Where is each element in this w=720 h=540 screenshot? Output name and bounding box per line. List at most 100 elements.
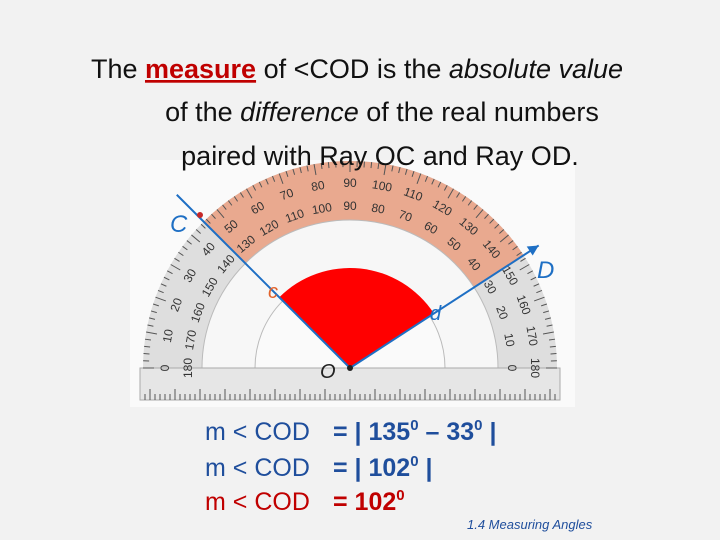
tick [447,188,454,199]
text: of <COD is the [256,54,449,84]
tick [475,209,484,219]
outer-scale-label: 60 [248,198,267,217]
tick [152,303,159,307]
tick [494,223,500,229]
tick [155,296,166,302]
text: – 33 [419,418,475,446]
tick [467,200,473,206]
tick [548,338,556,341]
inner-scale-label: 80 [370,201,386,217]
tick [416,173,422,184]
tick [398,167,401,174]
inner-scale-label: 110 [283,206,306,226]
tick [265,178,269,185]
outer-scale-label: 100 [371,177,393,194]
inner-scale-label: 170 [182,329,199,351]
tick [174,257,180,262]
tick [370,162,373,169]
outer-scale-label: 0 [158,364,172,371]
superscript: 0 [410,417,418,434]
tick [424,175,429,182]
tick [499,234,509,243]
tick [191,234,201,243]
tick [542,331,554,335]
equations: m < COD = | 1350 – 330 |m < COD = | 1020 |… [205,417,496,516]
tick [512,245,518,251]
tick [246,188,253,199]
point-label: C [170,211,188,238]
tick [178,251,184,257]
point [197,212,203,218]
tick [404,168,408,175]
inner-scale-label: 70 [397,207,415,225]
tick [163,276,170,281]
inner-scale-label: 0 [505,365,519,372]
tick [166,270,173,275]
text: | [419,454,433,482]
tick [211,213,216,219]
tick [299,167,302,174]
outer-scale-label: 110 [402,184,425,204]
tick [530,276,537,281]
inner-scale-label: 10 [501,332,517,348]
text: The [91,54,145,84]
inner-scale-label: 20 [493,304,511,322]
tick [271,175,276,182]
tick [200,223,206,229]
tick [233,196,239,202]
tick [391,165,394,172]
tick [520,257,526,262]
tick [519,264,530,271]
tick [473,204,478,210]
highlight-band [203,161,524,288]
text: = 102 [333,488,396,516]
ray-oc [176,194,351,369]
tick [195,229,201,234]
tick [516,251,522,257]
equation-rhs: = | 1020 | [333,453,433,482]
outer-scale-label: 180 [528,358,542,378]
tick [252,184,257,191]
tick [533,283,540,287]
tick [147,324,154,327]
tick [170,264,181,271]
tick [541,303,548,307]
inner-scale-label: 160 [188,301,208,325]
tick [534,296,545,302]
superscript: 0 [396,487,404,504]
tick [546,324,553,327]
point-label: O [320,361,336,383]
outer-scale-label: 170 [523,325,540,347]
tick [285,170,289,177]
tick [383,164,387,176]
vertex [347,365,353,371]
tick [306,165,309,172]
title-line: paired with Ray OC and Ray OD. [181,141,579,171]
tick [327,162,330,169]
arrow [526,245,539,256]
tick [150,310,157,314]
tick [222,204,227,210]
tick [149,317,156,320]
tick [377,162,380,170]
superscript: 0 [410,453,418,470]
outer-scale-label: 10 [160,328,176,344]
tick [499,229,505,234]
outer-scale-label: 90 [343,176,357,190]
tick [144,345,151,348]
inner-scale-label: 60 [422,218,441,237]
text: of the real numbers [359,97,599,127]
tick [443,184,448,191]
tick [160,283,167,287]
outer-scale-label: 80 [310,178,326,194]
tick [186,240,192,245]
point-label: D [537,257,554,284]
outer-scale-label: 70 [278,185,296,203]
text: | [483,418,497,446]
angle-wedge [279,267,434,368]
tick [431,178,435,185]
inner-scale-label: 100 [311,200,333,217]
tick [489,218,495,224]
tick [543,310,550,314]
